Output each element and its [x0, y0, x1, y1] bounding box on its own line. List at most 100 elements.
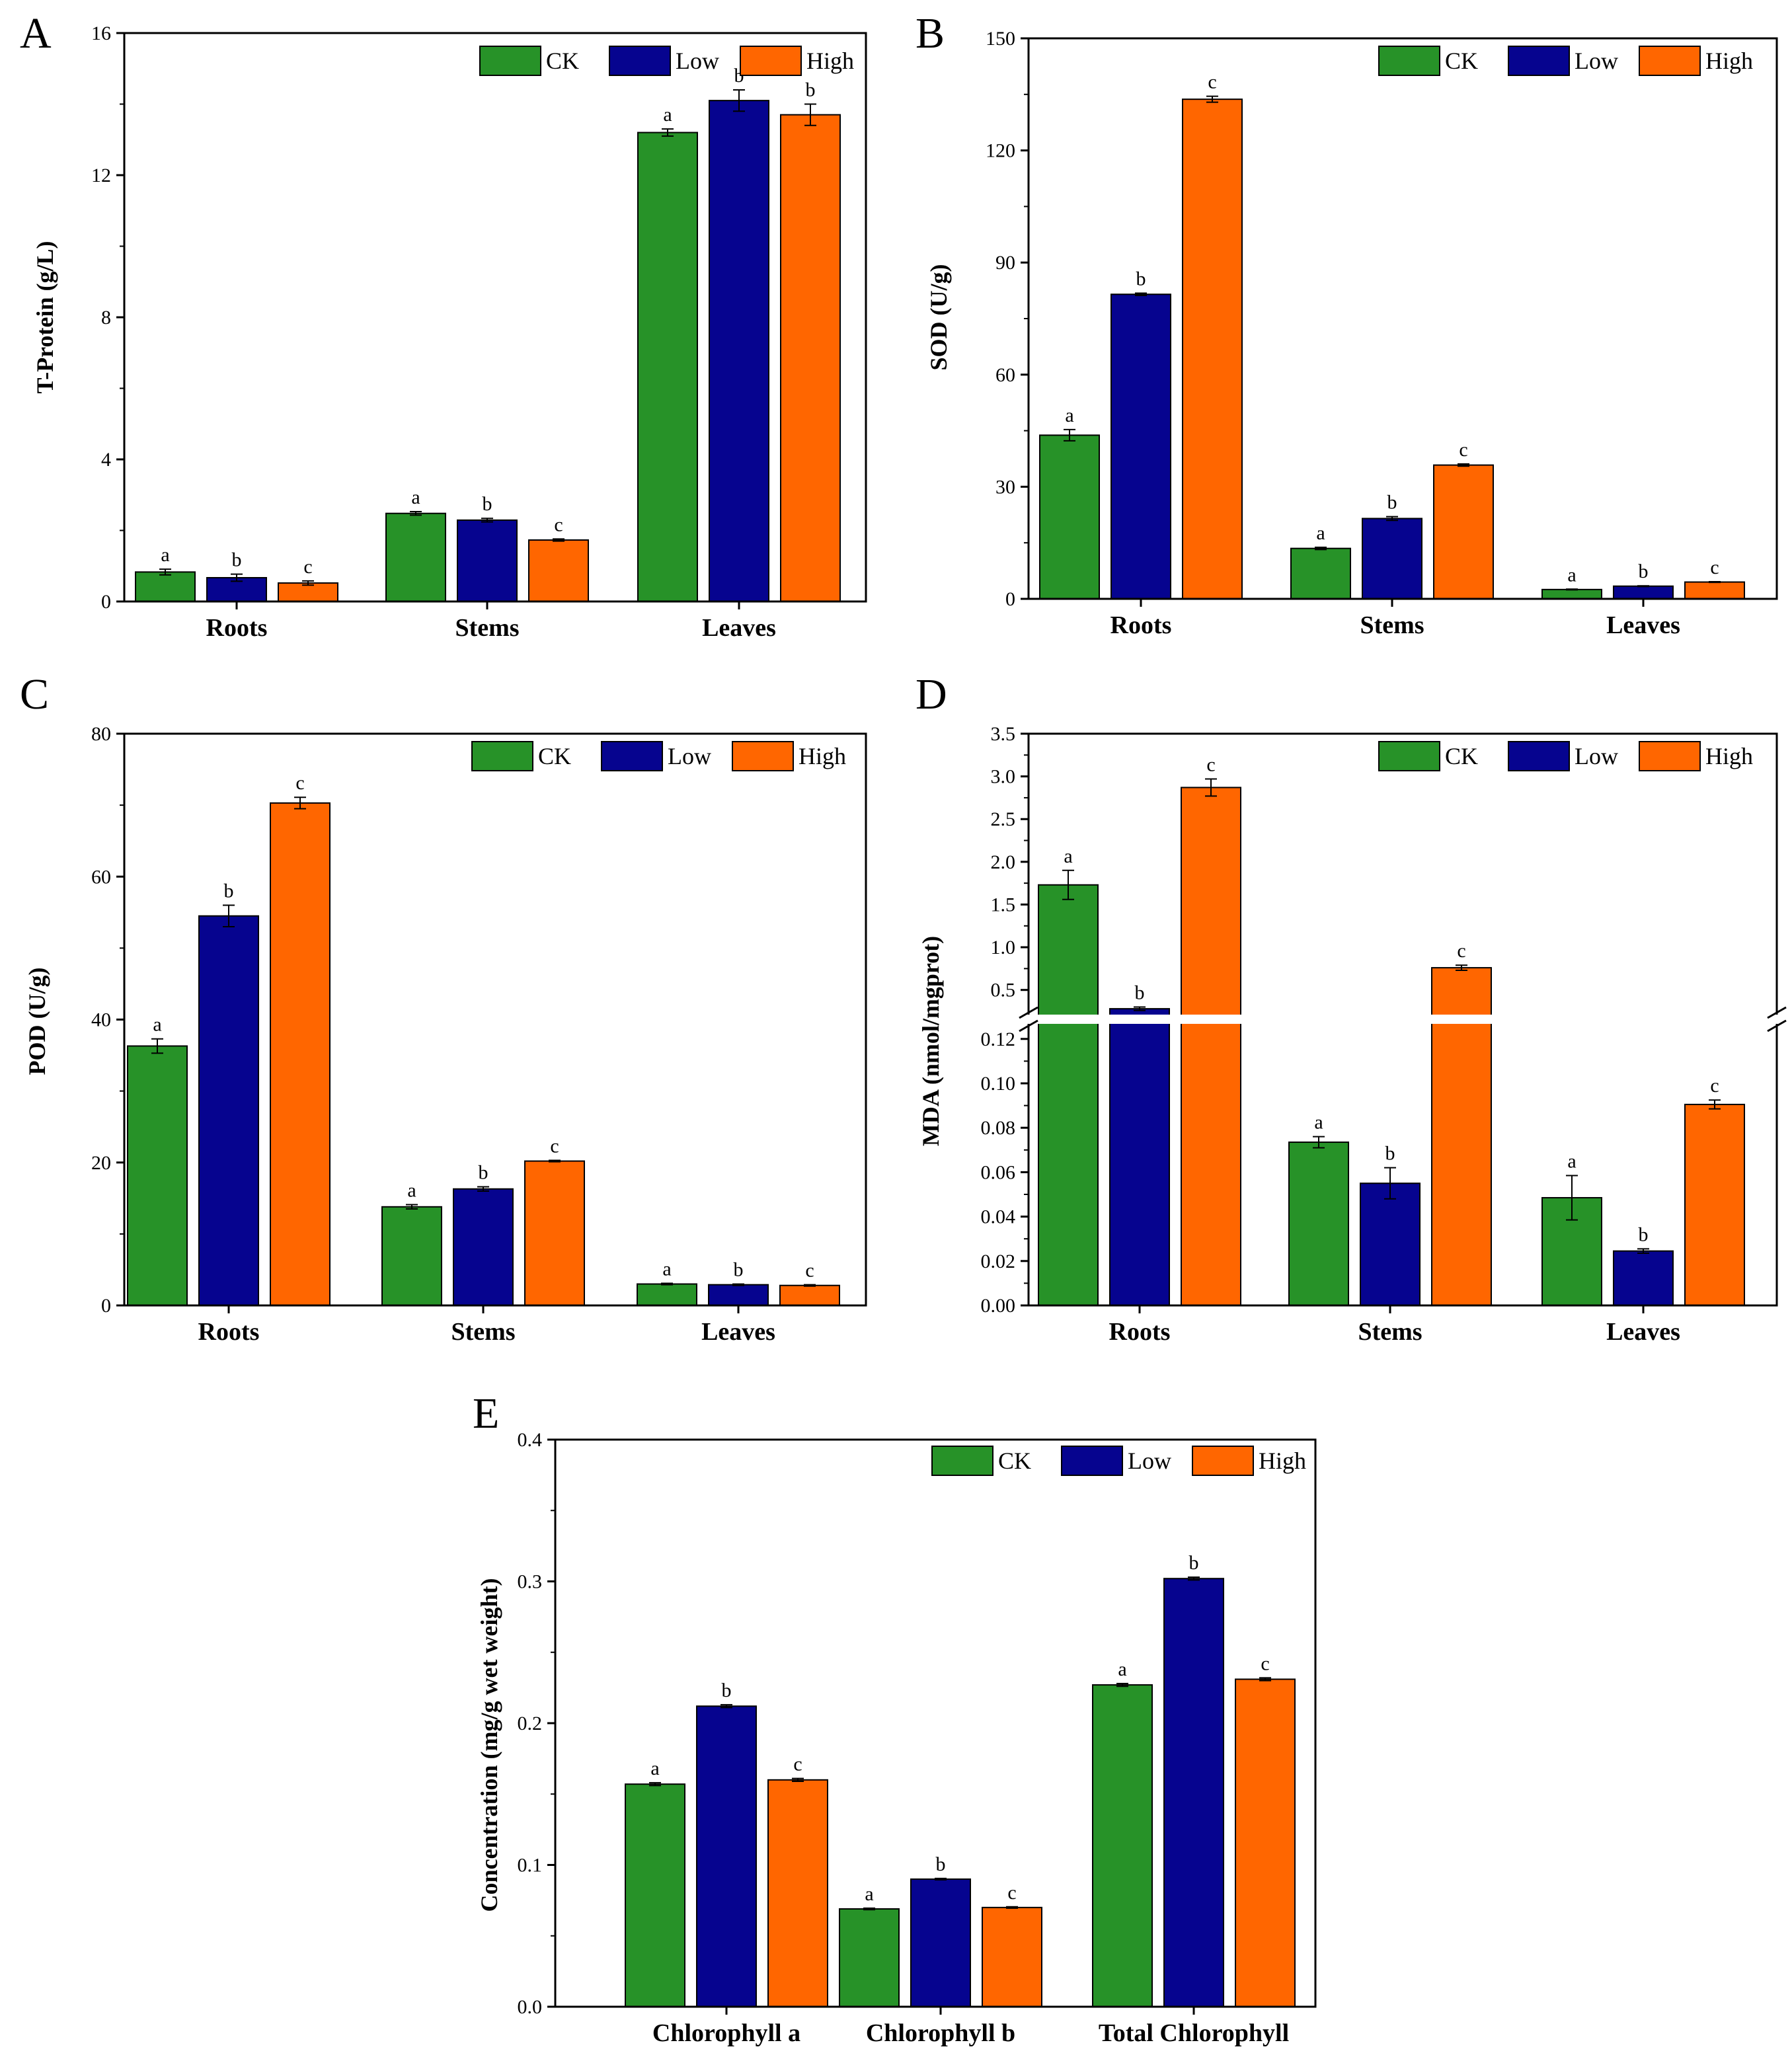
legend-label: High — [1705, 743, 1753, 769]
bar — [135, 571, 196, 603]
y-tick-label: 1.5 — [991, 894, 1016, 915]
y-tick-label: 20 — [91, 1152, 111, 1174]
significance-letter: a — [1316, 522, 1325, 544]
x-category-label: Stems — [451, 1318, 515, 1346]
panel-letter: D — [915, 670, 947, 718]
bar — [910, 1878, 971, 2007]
bar — [198, 915, 259, 1306]
x-category-label: Chlorophyll b — [866, 2019, 1015, 2047]
y-tick-label: 0.06 — [981, 1161, 1016, 1183]
significance-letter: c — [805, 1260, 814, 1282]
significance-letter: b — [1189, 1552, 1199, 1574]
bar — [696, 1705, 757, 2007]
legend-swatch — [1378, 46, 1440, 76]
significance-letter: b — [1136, 268, 1146, 290]
bar — [1613, 1250, 1674, 1307]
significance-letter: b — [722, 1680, 732, 1701]
bar — [1431, 967, 1492, 1306]
significance-letter: b — [734, 1259, 744, 1281]
bar — [457, 519, 518, 602]
x-category-label: Leaves — [701, 1318, 775, 1346]
bar — [1182, 98, 1243, 600]
significance-letter: b — [1387, 492, 1397, 514]
y-tick-label: 40 — [91, 1009, 111, 1031]
y-axis-title: T-Protein (g/L) — [32, 241, 58, 394]
legend-swatch — [1378, 741, 1440, 771]
significance-letter: b — [1639, 561, 1649, 582]
bar — [767, 1779, 828, 2008]
significance-letter: c — [1459, 439, 1467, 461]
bar — [278, 582, 338, 602]
legend-label: Low — [1575, 743, 1618, 769]
significance-letter: a — [650, 1758, 659, 1779]
x-category-label: Roots — [206, 614, 268, 642]
significance-letter: b — [1639, 1223, 1649, 1245]
x-category-label: Chlorophyll a — [652, 2019, 800, 2047]
bar — [1039, 434, 1100, 600]
y-tick-label: 60 — [995, 364, 1015, 386]
legend-swatch — [1508, 741, 1570, 771]
bar — [1235, 1678, 1296, 2007]
y-tick-label: 60 — [91, 866, 111, 888]
axis-break-mark — [1019, 1019, 1038, 1032]
y-tick-label: 0.2 — [518, 1713, 543, 1734]
significance-letter: c — [1007, 1882, 1016, 1904]
x-category-label: Leaves — [702, 614, 776, 642]
x-category-label: Stems — [455, 614, 519, 642]
significance-letter: b — [479, 1162, 488, 1184]
significance-letter: c — [1261, 1652, 1269, 1674]
significance-letter: a — [161, 544, 169, 566]
bar — [524, 1160, 585, 1307]
legend-label: CK — [1445, 48, 1478, 74]
x-category-label: Stems — [1360, 611, 1424, 639]
significance-letter: c — [550, 1136, 559, 1157]
y-tick-label: 0.12 — [981, 1028, 1016, 1050]
y-tick-label: 8 — [101, 307, 111, 329]
significance-letter: c — [1710, 557, 1719, 578]
significance-letter: a — [1118, 1658, 1126, 1680]
significance-letter: b — [936, 1853, 946, 1875]
bar — [779, 1284, 840, 1306]
legend-label: CK — [538, 743, 571, 769]
significance-letter: a — [1314, 1112, 1323, 1134]
y-axis-title: MDA (nmol/mgprot) — [917, 936, 944, 1146]
significance-letter: a — [153, 1014, 161, 1036]
y-tick-label: 0 — [101, 1295, 111, 1317]
y-tick-label: 0.08 — [981, 1117, 1016, 1139]
x-category-label: Roots — [1110, 611, 1172, 639]
y-tick-label: 0.0 — [518, 1996, 543, 2018]
legend-label: High — [1259, 1448, 1306, 1474]
y-tick-label: 2.0 — [991, 851, 1016, 873]
x-category-label: Roots — [1109, 1318, 1171, 1346]
significance-letter: a — [865, 1883, 873, 1905]
bar — [385, 512, 446, 603]
legend-label: High — [799, 743, 846, 769]
panel-letter: E — [473, 1389, 499, 1438]
significance-letter: a — [1567, 1150, 1576, 1172]
significance-letter: a — [663, 104, 672, 126]
bar — [1360, 1182, 1421, 1306]
legend-swatch — [931, 1446, 993, 1476]
bar — [1110, 293, 1171, 600]
significance-letter: a — [1567, 564, 1576, 586]
y-tick-label: 0 — [101, 591, 111, 613]
bar — [528, 539, 589, 603]
significance-letter: b — [224, 880, 234, 902]
panel-letter: A — [20, 9, 52, 58]
significance-letter: a — [411, 486, 420, 508]
y-tick-label: 3.0 — [991, 766, 1016, 788]
legend-label: Low — [1575, 48, 1618, 74]
y-tick-label: 150 — [986, 28, 1015, 50]
significance-letter: c — [793, 1754, 802, 1775]
bar — [1290, 547, 1351, 600]
legend-swatch — [740, 46, 802, 76]
legend-label: CK — [1445, 743, 1478, 769]
significance-letter: b — [806, 79, 816, 101]
significance-letter: c — [303, 556, 312, 578]
significance-letter: c — [554, 514, 563, 535]
y-tick-label: 0 — [1005, 588, 1015, 610]
legend-label: CK — [546, 48, 579, 74]
axis-break-mark — [1767, 1019, 1787, 1032]
bar — [709, 100, 769, 602]
